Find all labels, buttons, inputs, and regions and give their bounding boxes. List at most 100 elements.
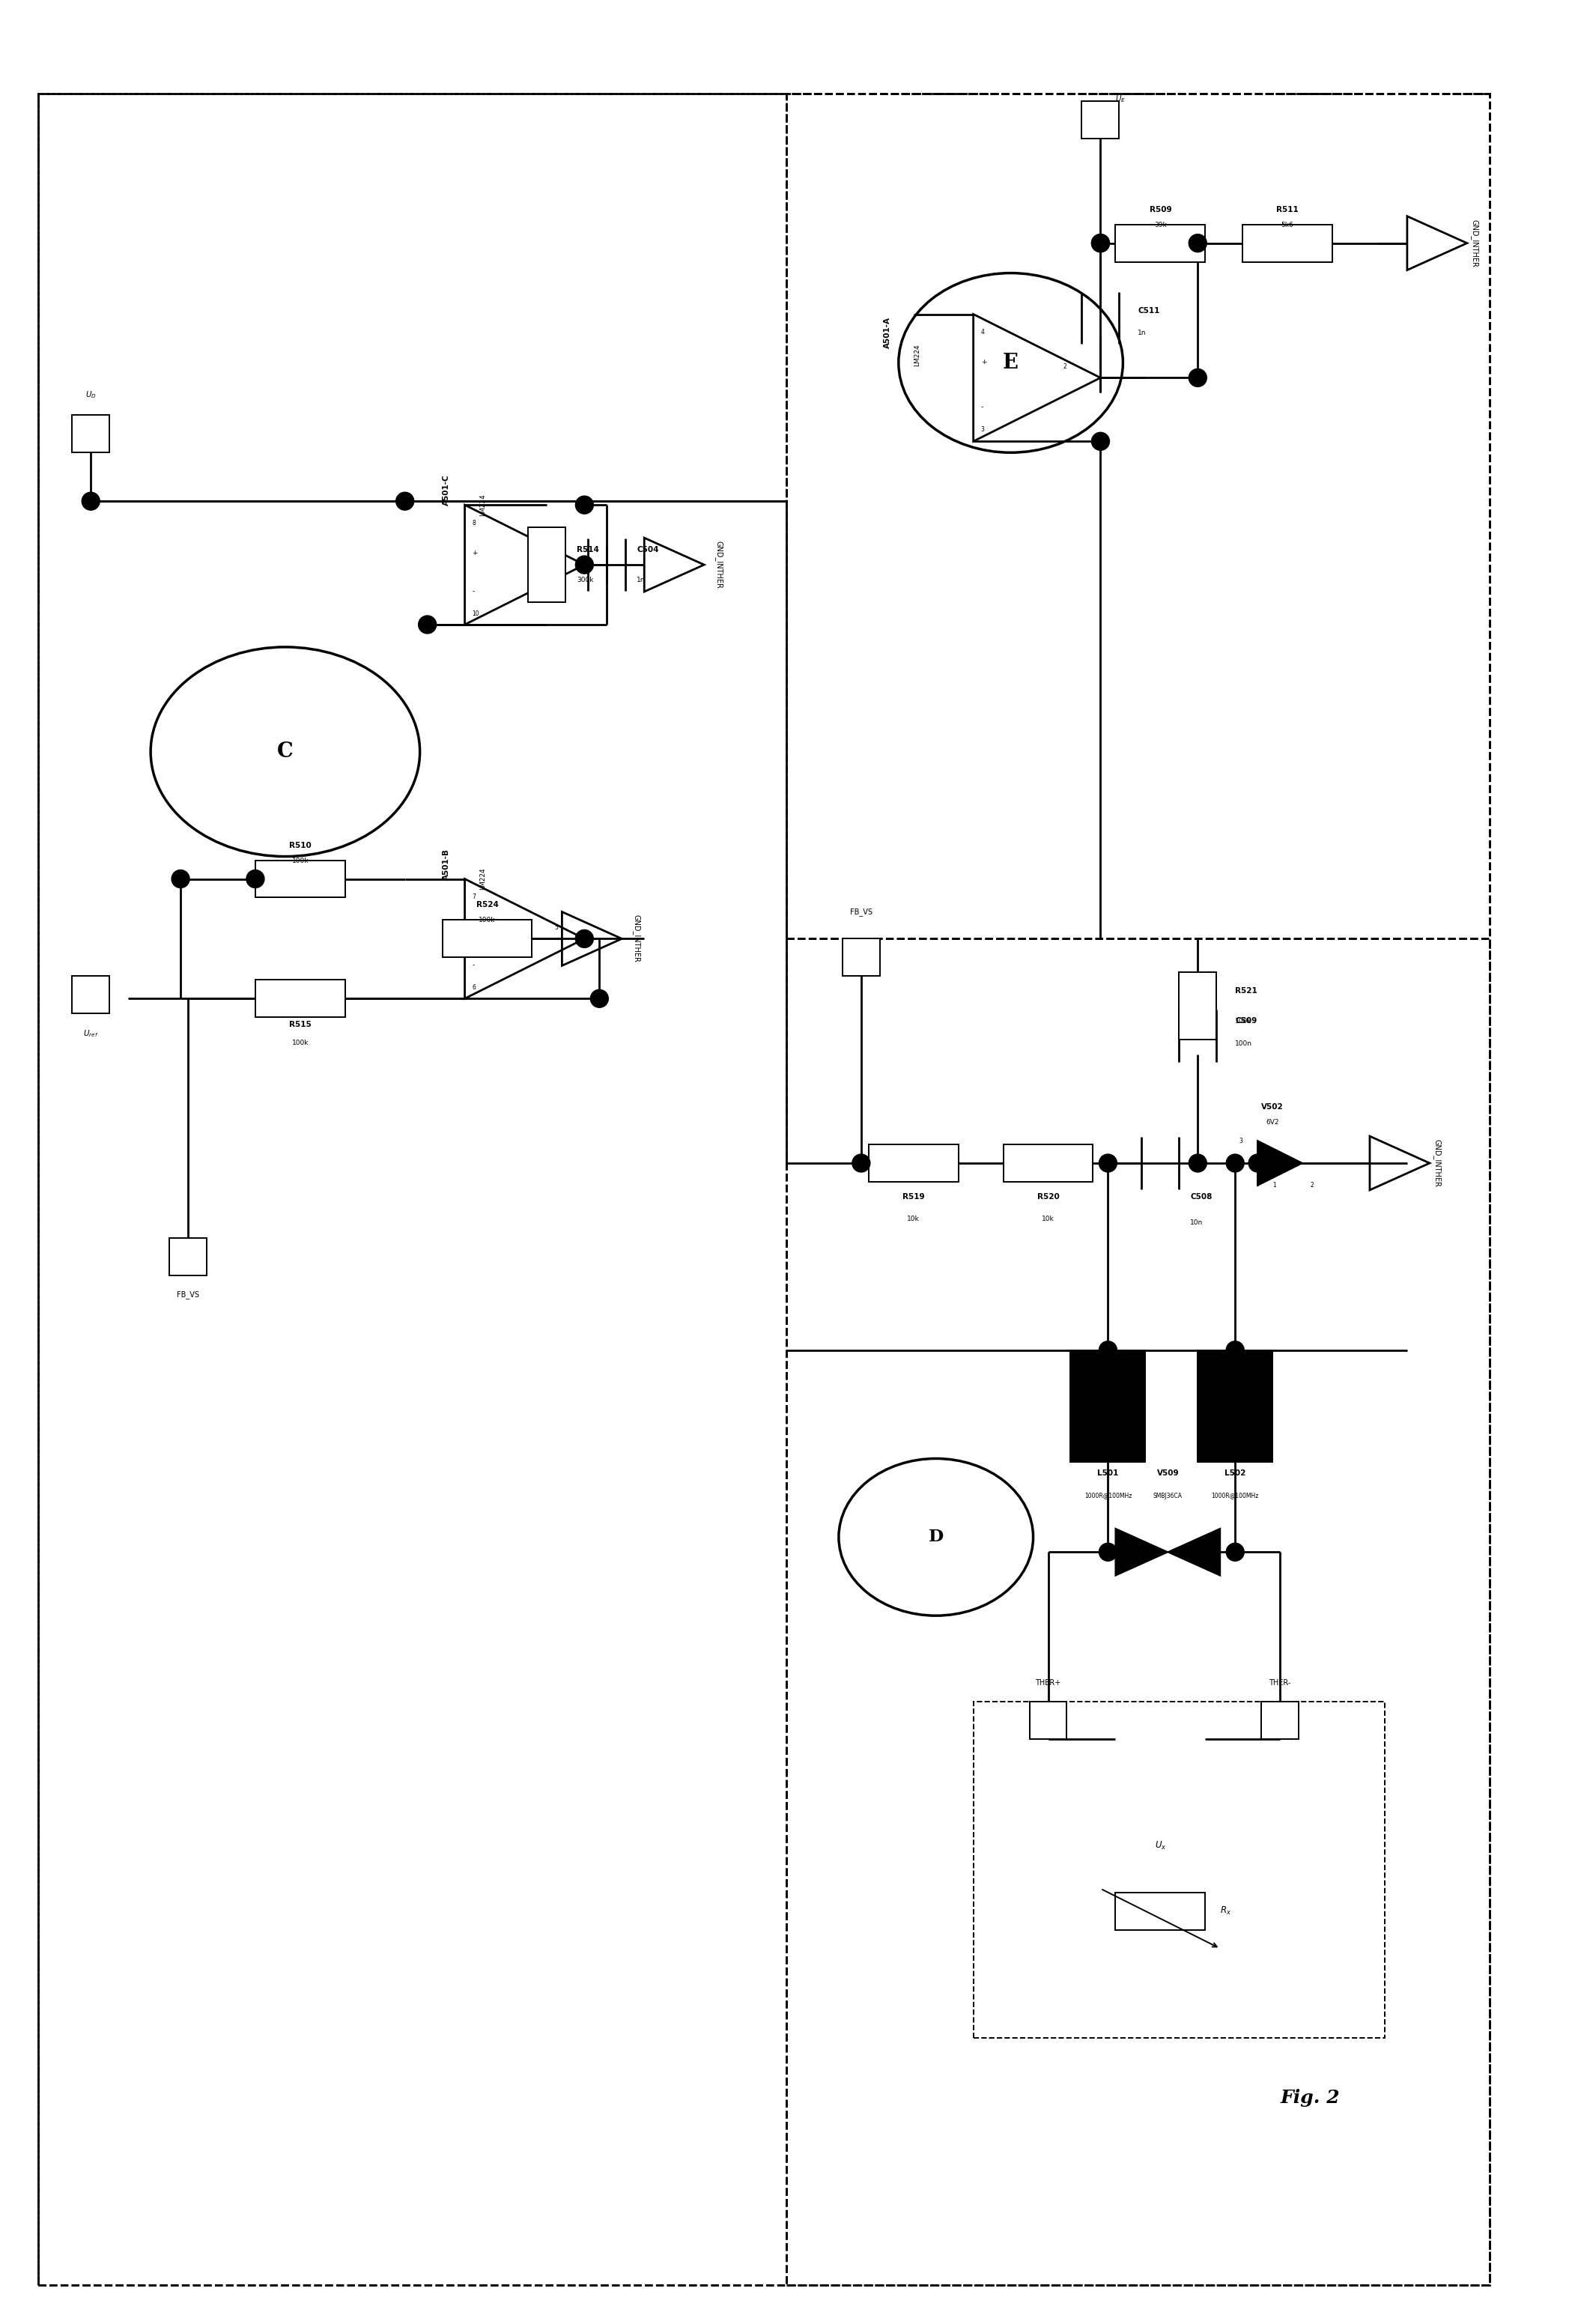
Text: LM224: LM224 <box>480 493 486 516</box>
Circle shape <box>419 616 436 634</box>
Text: GND_INTHER: GND_INTHER <box>1470 218 1478 267</box>
Text: $U_D$: $U_D$ <box>85 390 96 400</box>
Text: +: + <box>981 360 987 365</box>
Circle shape <box>590 990 609 1009</box>
Bar <box>786 939 1489 2284</box>
Text: D: D <box>929 1529 943 1545</box>
Text: +: + <box>472 923 479 930</box>
Text: 10n: 10n <box>1191 1220 1203 1227</box>
Bar <box>72 416 110 453</box>
Circle shape <box>82 493 100 511</box>
Text: FB_VS: FB_VS <box>850 909 872 916</box>
Circle shape <box>246 869 264 888</box>
Circle shape <box>1225 1155 1244 1171</box>
Circle shape <box>576 495 593 514</box>
Text: R515: R515 <box>289 1020 311 1030</box>
Text: 3: 3 <box>981 425 984 432</box>
Text: C511: C511 <box>1138 307 1159 314</box>
Text: 1000R@100MHz: 1000R@100MHz <box>1211 1492 1258 1499</box>
Polygon shape <box>1116 1529 1167 1576</box>
Text: C509: C509 <box>1235 1018 1257 1025</box>
Text: R509: R509 <box>1149 207 1172 214</box>
Bar <box>1243 225 1332 263</box>
Text: 6: 6 <box>472 985 475 990</box>
Bar <box>1197 1350 1272 1462</box>
Circle shape <box>1092 235 1109 251</box>
Text: A501-B: A501-B <box>442 848 450 881</box>
Circle shape <box>1098 1155 1117 1171</box>
Text: 39k: 39k <box>1155 221 1167 228</box>
Circle shape <box>1092 432 1109 451</box>
Text: GND_INTHER: GND_INTHER <box>715 541 723 588</box>
Text: -: - <box>472 962 475 969</box>
Text: 1n: 1n <box>1138 330 1147 337</box>
Text: 100k: 100k <box>292 1039 309 1046</box>
Circle shape <box>576 555 593 574</box>
Bar <box>1116 1892 1205 1929</box>
Bar <box>1081 100 1119 139</box>
Text: A501-A: A501-A <box>883 316 891 349</box>
Text: 10: 10 <box>472 611 480 618</box>
Bar <box>529 528 566 602</box>
Text: R524: R524 <box>475 902 499 909</box>
Bar <box>256 981 345 1018</box>
Bar <box>442 920 532 957</box>
Text: GND_INTHER: GND_INTHER <box>632 916 640 962</box>
Text: GND_INTHER: GND_INTHER <box>1432 1139 1442 1188</box>
Circle shape <box>1189 1155 1207 1171</box>
Text: 100n: 100n <box>1235 1041 1252 1046</box>
Text: 100k: 100k <box>1235 1018 1252 1025</box>
Text: L501: L501 <box>1097 1469 1119 1478</box>
Text: R514: R514 <box>577 546 599 553</box>
Text: 5: 5 <box>554 925 559 932</box>
Bar <box>72 976 110 1013</box>
Text: 1: 1 <box>1272 1183 1276 1190</box>
Polygon shape <box>1167 1529 1221 1576</box>
Text: R520: R520 <box>1037 1192 1059 1202</box>
Text: LM224: LM224 <box>480 867 486 890</box>
Text: 2: 2 <box>1064 363 1067 370</box>
Text: THER-: THER- <box>1269 1680 1291 1687</box>
Text: 7: 7 <box>472 895 475 902</box>
Text: 10k: 10k <box>1042 1215 1054 1222</box>
Text: R511: R511 <box>1276 207 1299 214</box>
Bar <box>973 1701 1385 2038</box>
Bar <box>1178 971 1216 1039</box>
Circle shape <box>1092 235 1109 251</box>
Circle shape <box>1189 370 1207 386</box>
Circle shape <box>1249 1155 1266 1171</box>
Text: 1n: 1n <box>637 576 645 583</box>
Text: 1000R@100MHz: 1000R@100MHz <box>1084 1492 1131 1499</box>
Bar <box>256 860 345 897</box>
Text: LM224: LM224 <box>913 344 921 367</box>
Text: V509: V509 <box>1156 1469 1178 1478</box>
Text: C508: C508 <box>1191 1192 1213 1202</box>
Text: A501-C: A501-C <box>442 474 450 507</box>
Circle shape <box>1225 1341 1244 1360</box>
Bar <box>1029 1701 1067 1738</box>
Text: 10k: 10k <box>907 1215 919 1222</box>
Circle shape <box>576 930 593 948</box>
Bar <box>786 93 1489 939</box>
Circle shape <box>852 1155 871 1171</box>
Text: 100k: 100k <box>479 918 496 923</box>
Polygon shape <box>1258 1141 1302 1185</box>
Text: 6V2: 6V2 <box>1266 1118 1279 1125</box>
Text: +: + <box>472 551 479 555</box>
Text: Fig. 2: Fig. 2 <box>1280 2089 1340 2108</box>
Text: 2: 2 <box>1310 1183 1313 1190</box>
Text: SMBJ36CA: SMBJ36CA <box>1153 1492 1183 1499</box>
Text: V502: V502 <box>1261 1104 1283 1111</box>
Text: 3: 3 <box>1240 1136 1243 1143</box>
Text: $U_E$: $U_E$ <box>1116 93 1127 105</box>
Bar <box>169 1239 207 1276</box>
Text: E: E <box>1003 353 1018 372</box>
Text: 8: 8 <box>472 521 475 528</box>
Text: -: - <box>981 404 984 411</box>
Circle shape <box>1189 235 1207 251</box>
Text: R519: R519 <box>902 1192 924 1202</box>
Bar <box>1116 225 1205 263</box>
Text: C: C <box>278 741 293 762</box>
Bar <box>869 1143 959 1183</box>
Text: C504: C504 <box>637 546 659 553</box>
